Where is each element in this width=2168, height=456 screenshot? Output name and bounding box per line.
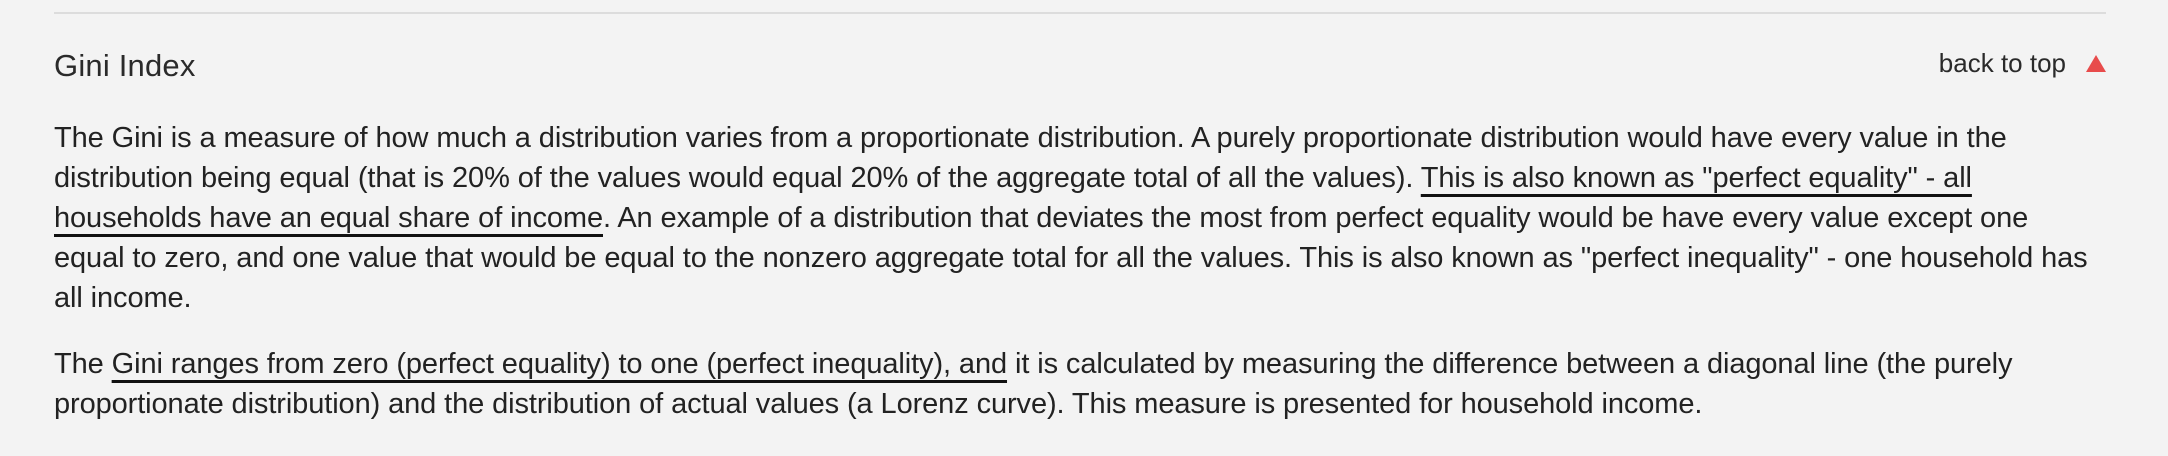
top-divider <box>54 12 2106 14</box>
paragraph-range: The Gini ranges from zero (perfect equal… <box>54 344 2106 424</box>
underlined-highlight: This is also known as "perfect equality"… <box>54 162 1972 234</box>
section-title: Gini Index <box>54 48 196 83</box>
paragraph-definition: The Gini is a measure of how much a dist… <box>54 118 2106 318</box>
section-header: Gini Index back to top <box>54 44 2106 90</box>
underlined-highlight: Gini ranges from zero (perfect equality)… <box>111 348 1008 380</box>
section-content: The Gini is a measure of how much a dist… <box>54 118 2106 450</box>
back-to-top-label[interactable]: back to top <box>1938 48 2066 78</box>
paragraph-text: it is calculated by measuring the differ… <box>54 348 2013 420</box>
paragraph-text: The <box>54 348 112 380</box>
paragraph-text: The Gini is a measure of how much a dist… <box>54 122 2007 194</box>
paragraph-text: . An example of a distribution that devi… <box>54 202 2088 314</box>
arrow-up-icon[interactable] <box>2086 55 2106 72</box>
back-to-top-link[interactable]: back to top <box>1939 48 2106 79</box>
